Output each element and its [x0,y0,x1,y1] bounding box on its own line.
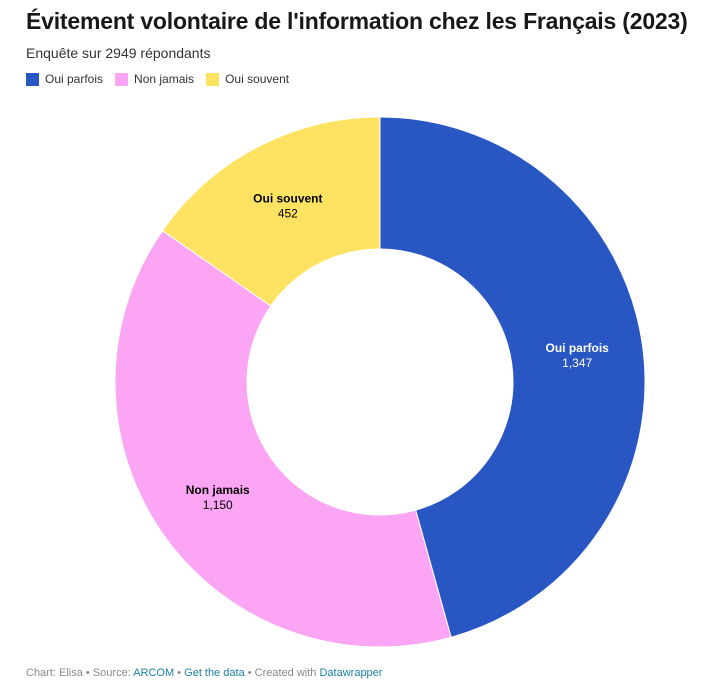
slice-oui-souvent [161,116,381,307]
slice-non-jamais [114,229,452,648]
slice-value-oui-souvent: 452 [278,207,298,221]
slice-value-oui-parfois: 1,347 [562,356,592,370]
slice-value-non-jamais: 1,150 [203,498,233,512]
footer-created-with: • Created with [247,667,317,679]
slice-label-non-jamais: Non jamais [186,483,250,497]
legend-swatch-oui-parfois [26,72,39,86]
legend-swatch-oui-souvent [206,72,220,86]
chart-subtitle: Enquête sur 2949 répondants [26,45,211,61]
chart-title: Évitement volontaire de l'information ch… [26,8,688,34]
footer-credit: Chart: Elisa [26,667,83,679]
slice-label-oui-souvent: Oui souvent [253,192,322,206]
footer-separator: • [177,667,182,679]
footer-get-data-link[interactable]: Get the data [184,667,245,679]
legend-label-oui-souvent: Oui souvent [225,72,290,86]
footer-datawrapper-link[interactable]: Datawrapper [319,667,383,679]
donut-slices [114,116,646,648]
legend-label-oui-parfois: Oui parfois [45,72,104,86]
slice-label-oui-parfois: Oui parfois [545,341,609,355]
legend-item-non-jamais: Non jamais [115,72,194,86]
legend-swatch-non-jamais [115,72,129,86]
footer-source-label: • Source: [85,667,131,679]
footer-source-link[interactable]: ARCOM [133,667,175,679]
legend-label-non-jamais: Non jamais [134,72,195,86]
slice-oui-parfois [379,116,646,638]
legend-item-oui-parfois: Oui parfois [26,72,103,86]
legend-item-oui-souvent: Oui souvent [206,72,289,86]
chart-legend: Oui parfois Non jamais Oui souvent [26,72,289,86]
chart-footer: Chart: Elisa • Source: ARCOM • Get the d… [26,667,382,679]
